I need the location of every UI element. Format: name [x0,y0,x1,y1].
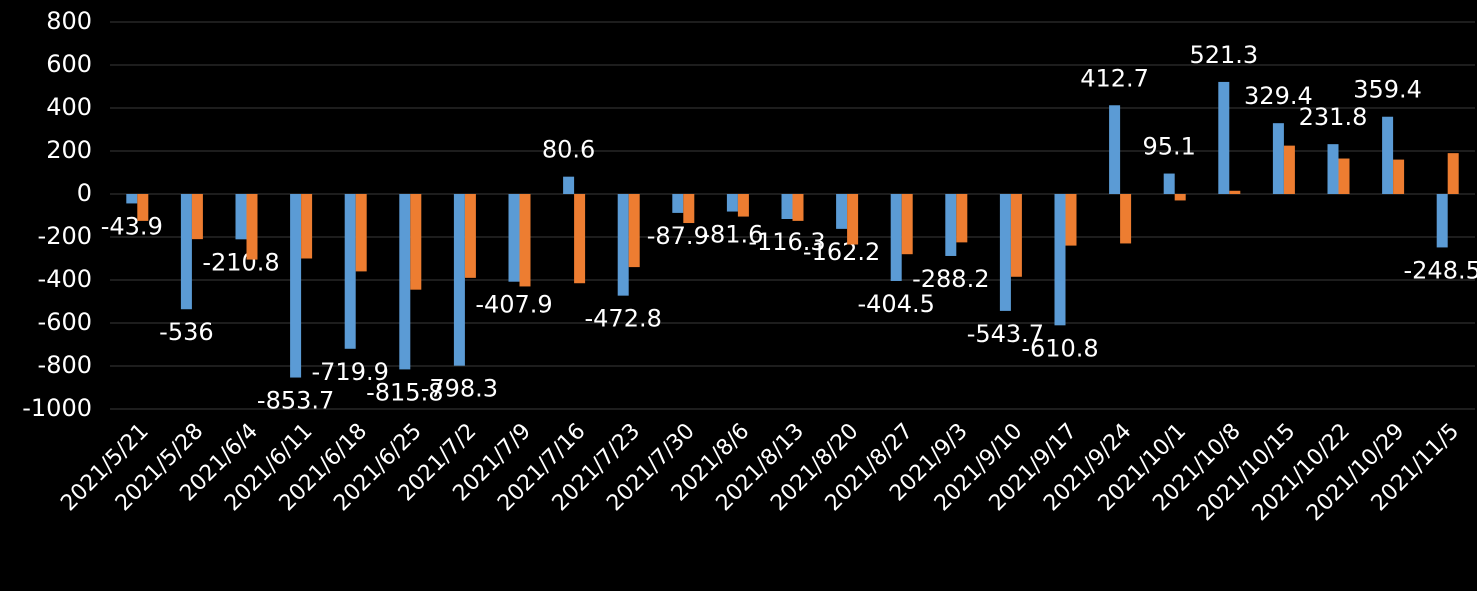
y-tick-label: -400 [38,265,92,293]
bar [1283,145,1295,194]
bar [1174,194,1186,201]
y-tick-label: 600 [46,50,92,78]
bar [792,194,804,221]
data-label: -116.3 [748,228,825,256]
bar [191,194,203,240]
bar [574,194,586,284]
data-label: -162.2 [803,238,880,266]
data-label: 231.8 [1299,103,1368,131]
bar [453,194,465,366]
bar [901,194,913,255]
bar [1447,153,1459,194]
bar [1436,194,1448,248]
bar [399,194,411,370]
bar [683,194,695,224]
bar [301,194,313,259]
data-label: -610.8 [1021,334,1098,362]
bar [410,194,422,290]
y-tick-label: 200 [46,136,92,164]
bar [1382,116,1394,194]
data-label: -472.8 [585,305,662,333]
data-label: -87.9 [647,222,709,250]
bar [355,194,367,272]
bar [290,194,302,378]
bar [1327,144,1339,194]
bar [519,194,531,287]
bar [836,194,848,229]
bar [945,194,957,256]
bar [1065,194,1077,246]
bar [1163,173,1175,194]
bar [617,194,629,296]
bar [563,176,575,194]
bar [956,194,968,243]
bar [847,194,859,245]
bar [464,194,476,278]
y-tick-label: -600 [38,308,92,336]
bar [890,194,902,281]
y-tick-label: 800 [46,7,92,35]
bar [1338,158,1350,194]
bar [1218,81,1230,194]
data-label: 95.1 [1142,133,1195,161]
bar [246,194,258,260]
bar [1393,159,1405,194]
y-tick-label: -200 [38,222,92,250]
data-label: 80.6 [542,136,595,164]
bar [1109,105,1121,194]
y-tick-label: -800 [38,351,92,379]
data-label: 412.7 [1080,64,1149,92]
bar [137,194,149,221]
bar [508,194,520,282]
data-label: -288.2 [912,265,989,293]
bar [1272,123,1284,194]
bar [999,194,1011,311]
data-label: -853.7 [257,387,334,415]
data-label: -81.6 [701,221,763,249]
bar [781,194,793,220]
bar [235,194,247,240]
data-label: -248.5 [1404,256,1477,284]
data-label: -543.7 [967,320,1044,348]
y-tick-label: -1000 [22,394,92,422]
bar [672,194,684,213]
data-label: -536 [159,318,213,346]
bar [1120,194,1132,244]
bar [628,194,640,268]
bar [344,194,356,349]
bar [1010,194,1022,277]
data-label: -210.8 [202,248,279,276]
data-label: -404.5 [858,290,935,318]
bar [737,194,749,217]
data-label: -43.9 [101,212,163,240]
data-label: 521.3 [1189,41,1258,69]
data-label: -407.9 [475,291,552,319]
bar [726,194,738,212]
data-label: -719.9 [312,358,389,386]
bar [180,194,192,310]
y-tick-label: 0 [77,179,92,207]
y-tick-label: 400 [46,93,92,121]
data-label: -815.8 [366,378,443,406]
data-label: -798.3 [421,375,498,403]
data-label: 329.4 [1244,82,1313,110]
bar [1229,190,1241,194]
bar [1054,194,1066,326]
bar [126,194,138,204]
data-label: 359.4 [1353,76,1422,104]
